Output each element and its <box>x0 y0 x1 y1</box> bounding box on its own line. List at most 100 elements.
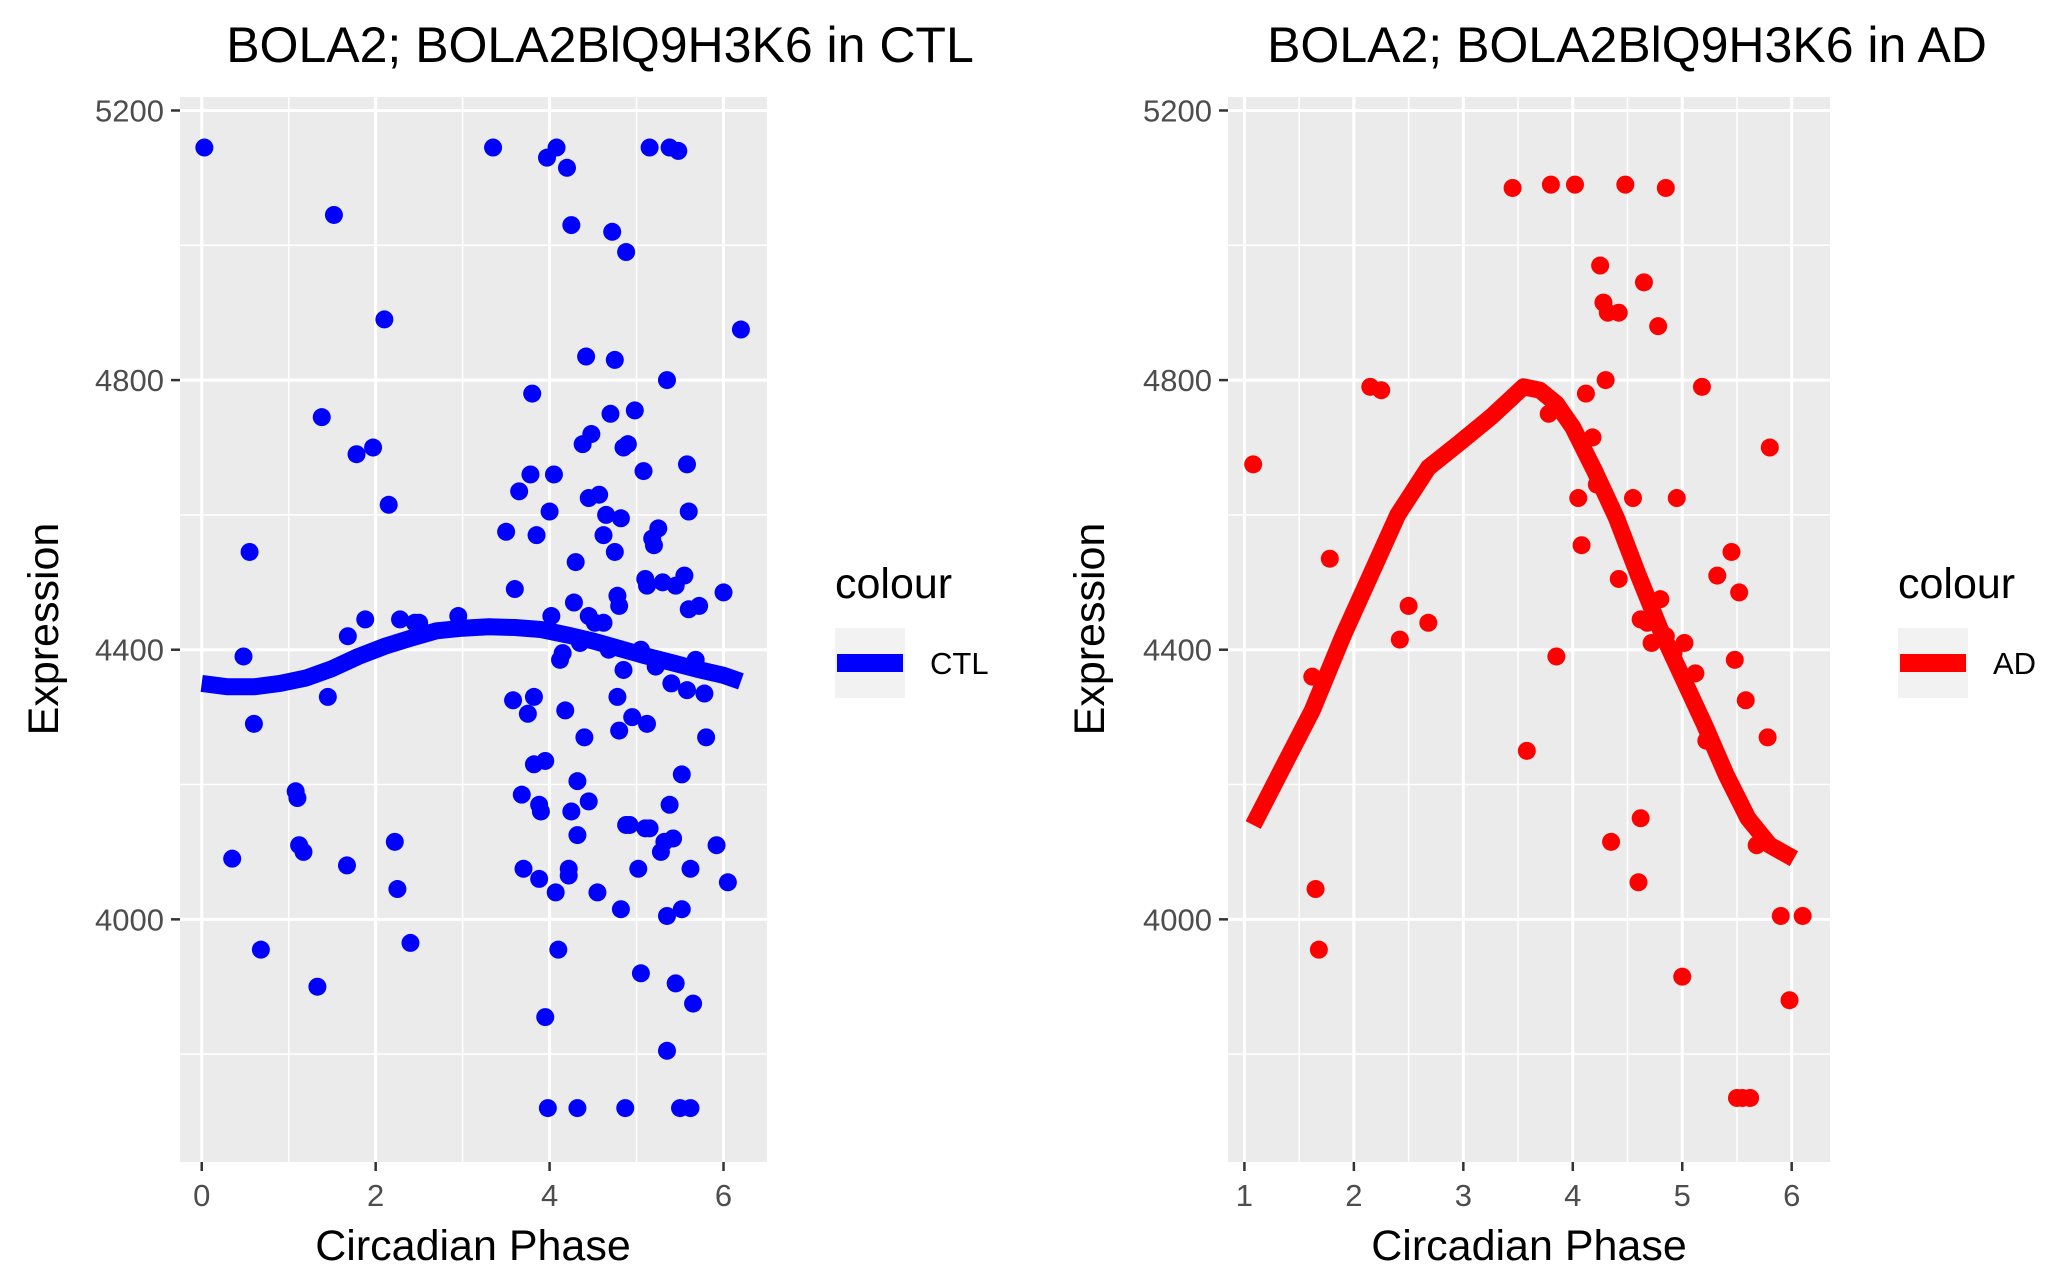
ad-data-point <box>1419 613 1438 632</box>
ad-axes <box>1219 109 1793 1171</box>
ad-data-point <box>1747 836 1766 855</box>
ad-data-point <box>1572 536 1591 555</box>
ad-data-point <box>1309 940 1328 959</box>
ctl-data-point <box>288 789 307 808</box>
ctl-data-point <box>679 502 698 521</box>
ctl-data-point <box>559 866 578 885</box>
ctl-data-point <box>557 158 576 177</box>
ctl-x-tick-label: 6 <box>715 1178 732 1213</box>
ad-data-point <box>1675 633 1694 652</box>
ctl-data-point <box>549 940 568 959</box>
ad-data-point <box>1708 566 1727 585</box>
ctl-data-point <box>312 408 331 427</box>
ctl-data-point <box>512 785 531 804</box>
ad-x-tick-label: 6 <box>1783 1178 1800 1213</box>
ctl-data-point <box>610 596 629 615</box>
ctl-data-point <box>524 687 543 706</box>
ctl-data-point <box>544 465 563 484</box>
ctl-data-point <box>553 644 572 663</box>
ctl-data-point <box>644 536 663 555</box>
ctl-x-axis-title: Circadian Phase <box>315 1222 631 1270</box>
ctl-data-point <box>536 751 555 770</box>
ctl-data-point <box>649 519 668 538</box>
ctl-data-point <box>294 842 313 861</box>
ad-data-point <box>1638 613 1657 632</box>
ctl-data-point <box>449 607 468 626</box>
ad-data-point <box>1503 178 1522 197</box>
ad-data-point <box>1602 832 1621 851</box>
ctl-data-point <box>594 613 613 632</box>
ctl-data-point <box>530 869 549 888</box>
ad-data-point <box>1692 377 1711 396</box>
ctl-data-point <box>686 650 705 669</box>
ctl-data-point <box>324 205 343 224</box>
ctl-axes <box>171 109 725 1171</box>
ctl-data-point <box>410 613 429 632</box>
ctl-data-point <box>605 350 624 369</box>
ctl-data-point <box>690 596 709 615</box>
ctl-data-point <box>660 795 679 814</box>
ad-data-point <box>1390 630 1409 649</box>
ad-data-point <box>1539 404 1558 423</box>
ad-legend: colour AD <box>1898 560 2036 698</box>
ctl-data-point <box>697 728 716 747</box>
ctl-data-point <box>338 627 357 646</box>
ad-data-point <box>1780 991 1799 1010</box>
ad-data-point <box>1541 175 1560 194</box>
ctl-data-point <box>531 802 550 821</box>
ctl-data-point <box>582 425 601 444</box>
ctl-data-point <box>657 1041 676 1060</box>
ad-data-point <box>1634 273 1653 292</box>
ctl-data-point <box>681 859 700 878</box>
ctl-data-point <box>664 829 683 848</box>
ad-data-point <box>1631 809 1650 828</box>
ad-legend-title: colour <box>1898 560 2015 608</box>
ad-data-point <box>1609 303 1628 322</box>
ctl-data-point <box>657 371 676 390</box>
ctl-data-point <box>566 553 585 572</box>
ad-data-point <box>1517 741 1536 760</box>
ad-data-point <box>1616 175 1635 194</box>
ad-y-tick-label: 4800 <box>1143 363 1212 398</box>
ctl-data-point <box>538 1099 557 1118</box>
ctl-data-point <box>540 502 559 521</box>
ad-x-tick-label: 5 <box>1674 1178 1691 1213</box>
ctl-y-tick-label: 4800 <box>95 363 164 398</box>
ad-data-point <box>1722 542 1741 561</box>
ctl-data-point <box>356 610 375 629</box>
ctl-data-point <box>605 542 624 561</box>
ctl-data-point <box>631 964 650 983</box>
ctl-data-point <box>523 384 542 403</box>
ctl-data-point <box>556 701 575 720</box>
ctl-data-point <box>666 974 685 993</box>
ctl-data-point <box>568 1099 587 1118</box>
ctl-data-point <box>497 522 516 541</box>
ctl-y-tick-label: 4400 <box>95 633 164 668</box>
ad-legend-label: AD <box>1993 646 2036 681</box>
ctl-data-point <box>637 714 656 733</box>
ad-data-point <box>1583 428 1602 447</box>
ctl-data-point <box>684 994 703 1013</box>
ctl-data-point <box>625 401 644 420</box>
ctl-data-point <box>590 485 609 504</box>
ad-data-point <box>1656 178 1675 197</box>
ctl-data-point <box>391 610 410 629</box>
ad-data-point <box>1629 873 1648 892</box>
ctl-data-point <box>707 836 726 855</box>
ctl-data-point <box>617 243 636 262</box>
ctl-data-point <box>646 657 665 676</box>
ctl-legend-title: colour <box>835 560 952 608</box>
ctl-data-point <box>601 404 620 423</box>
ctl-data-point <box>603 222 622 241</box>
ad-data-point <box>1642 633 1661 652</box>
ctl-x-tick-label: 4 <box>541 1178 558 1213</box>
ctl-data-point <box>634 462 653 481</box>
ctl-data-point <box>577 347 596 366</box>
ctl-data-point <box>234 647 253 666</box>
ad-y-tick-label: 5200 <box>1143 93 1212 128</box>
ctl-data-point <box>594 526 613 545</box>
ad-data-point <box>1771 906 1790 925</box>
ctl-panel: BOLA2; BOLA2BlQ9H3K6 in CTL 0 2 4 6 4000 4400… <box>20 17 989 1270</box>
ad-data-point <box>1576 384 1595 403</box>
